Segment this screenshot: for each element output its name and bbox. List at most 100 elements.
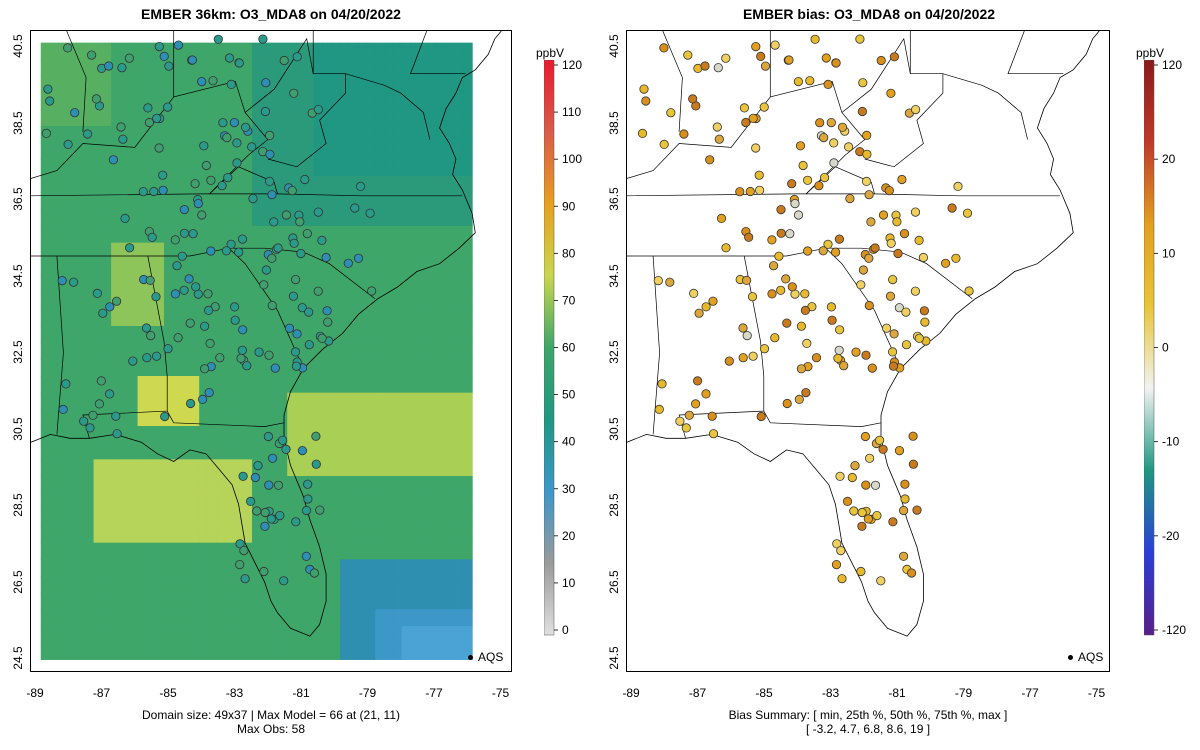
grid-cell xyxy=(463,225,473,244)
grid-cell xyxy=(454,142,464,160)
grid-cell xyxy=(322,642,332,660)
station-marker xyxy=(267,190,277,200)
grid-cell xyxy=(58,609,68,627)
grid-cell xyxy=(75,309,86,327)
grid-cell xyxy=(392,209,403,227)
station-marker xyxy=(691,399,701,409)
grid-cell xyxy=(419,376,429,394)
station-marker xyxy=(864,190,874,200)
grid-cell xyxy=(199,175,209,194)
grid-cell xyxy=(313,209,324,227)
grid-cell xyxy=(357,209,368,227)
grid-cell xyxy=(146,242,156,260)
grid-cell xyxy=(287,159,297,177)
grid-cell xyxy=(225,59,235,77)
grid-cell xyxy=(102,292,112,310)
grid-cell xyxy=(252,642,262,660)
grid-cell xyxy=(75,326,86,344)
station-marker xyxy=(894,303,904,313)
grid-cell xyxy=(49,275,59,294)
grid-cell xyxy=(58,75,68,94)
state-border xyxy=(209,166,278,195)
grid-cell xyxy=(102,559,112,577)
grid-cell xyxy=(252,242,262,260)
grid-cell xyxy=(67,309,77,327)
grid-cell xyxy=(304,42,315,60)
state-border xyxy=(166,410,285,427)
grid-cell xyxy=(216,159,227,177)
state-border xyxy=(662,31,683,132)
grid-cell xyxy=(181,175,191,194)
station-marker xyxy=(741,117,751,128)
grid-cell xyxy=(436,426,447,444)
grid-cell xyxy=(384,509,394,527)
grid-cell xyxy=(190,609,200,627)
grid-cell xyxy=(119,509,130,527)
grid-cell xyxy=(410,492,420,510)
station-marker xyxy=(857,106,867,117)
station-marker xyxy=(721,53,731,63)
grid-cell xyxy=(243,609,253,627)
grid-cell xyxy=(190,359,200,377)
grid-cell xyxy=(410,192,420,210)
grid-cell xyxy=(322,409,332,427)
grid-cell xyxy=(111,492,121,510)
grid-cell xyxy=(58,442,68,460)
grid-cell xyxy=(137,75,147,94)
grid-cell xyxy=(436,309,447,327)
grid-cell xyxy=(331,159,341,177)
station-marker xyxy=(218,118,228,128)
grid-cell xyxy=(375,125,385,144)
grid-cell xyxy=(207,442,218,460)
grid-cell xyxy=(163,142,174,160)
colorbar-tick-label: 110 xyxy=(562,105,581,119)
grid-cell xyxy=(172,159,183,177)
station-marker xyxy=(914,235,924,245)
grid-cell xyxy=(199,609,209,627)
grid-cell xyxy=(207,509,218,527)
station-marker xyxy=(235,539,245,549)
grid-cell xyxy=(49,642,59,660)
grid-cell xyxy=(463,309,473,327)
grid-cell xyxy=(313,192,324,210)
grid-cell xyxy=(163,476,174,494)
grid-cell xyxy=(304,259,315,277)
grid-cell xyxy=(146,75,156,94)
grid-cell xyxy=(313,592,324,610)
grid-cell xyxy=(445,259,456,277)
grid-cell xyxy=(243,309,253,327)
grid-cell xyxy=(67,409,77,427)
station-marker xyxy=(142,353,152,363)
station-marker xyxy=(724,356,734,366)
grid-cell xyxy=(287,509,297,527)
grid-cell xyxy=(207,592,218,610)
grid-cell xyxy=(128,309,139,327)
grid-cell xyxy=(207,259,218,277)
grid-cell xyxy=(436,292,447,310)
grid-cell xyxy=(340,225,350,244)
station-marker xyxy=(962,208,973,218)
grid-cell xyxy=(436,476,447,494)
grid-cell xyxy=(199,376,209,394)
grid-cell xyxy=(322,626,332,644)
grid-cell xyxy=(93,476,103,494)
grid-cell xyxy=(75,192,86,210)
grid-cell xyxy=(445,376,456,394)
station-marker xyxy=(693,376,703,386)
grid-cell xyxy=(190,376,200,394)
grid-cell xyxy=(392,409,403,427)
grid-cell xyxy=(287,442,297,460)
station-marker xyxy=(241,122,251,132)
grid-cell xyxy=(445,559,456,577)
grid-cell xyxy=(269,376,280,394)
grid-cell xyxy=(296,225,306,244)
grid-cell xyxy=(445,442,456,460)
grid-cell xyxy=(260,159,271,177)
grid-cell xyxy=(199,342,209,360)
grid-cell xyxy=(296,492,306,510)
grid-cell xyxy=(207,609,218,627)
grid-cell xyxy=(84,292,95,310)
grid-cell xyxy=(49,125,59,144)
station-marker xyxy=(796,364,806,374)
grid-cell xyxy=(260,225,271,244)
